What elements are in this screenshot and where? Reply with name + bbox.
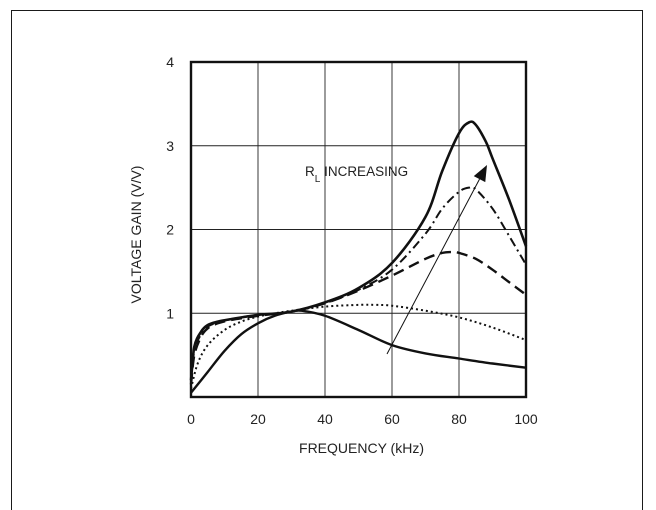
x-tick-label: 100 bbox=[514, 411, 538, 427]
annotation-subscript: L bbox=[315, 174, 321, 185]
annotation-r: R bbox=[305, 164, 315, 179]
series-line-solid-high bbox=[189, 120, 528, 381]
x-tick-label: 80 bbox=[451, 411, 467, 427]
x-tick-label: 40 bbox=[317, 411, 333, 427]
y-tick-label: 1 bbox=[166, 305, 174, 321]
y-axis-label: VOLTAGE GAIN (V/V) bbox=[128, 166, 144, 304]
x-tick-label: 0 bbox=[187, 411, 195, 427]
y-tick-label: 3 bbox=[166, 138, 174, 154]
figure-frame bbox=[11, 10, 643, 510]
rl-increasing-annotation: RL INCREASING bbox=[305, 164, 487, 355]
series-line-dash-dot bbox=[190, 185, 527, 383]
annotation-label: RL INCREASING bbox=[305, 164, 408, 185]
x-tick-label: 20 bbox=[250, 411, 266, 427]
series-line-dashed bbox=[189, 250, 527, 385]
y-tick-label: 4 bbox=[166, 54, 174, 70]
arrow-head-icon bbox=[473, 165, 487, 183]
plot-border bbox=[189, 60, 528, 399]
curves bbox=[189, 120, 528, 394]
y-tick-label: 2 bbox=[166, 222, 174, 238]
annotation-rest: INCREASING bbox=[320, 164, 408, 179]
increasing-arrow bbox=[386, 178, 480, 355]
y-tick-labels: 1 2 3 4 bbox=[166, 54, 174, 321]
x-axis-label: FREQUENCY (kHz) bbox=[299, 440, 424, 456]
x-tick-labels: 0 20 40 60 80 100 bbox=[187, 411, 538, 427]
x-tick-label: 60 bbox=[384, 411, 400, 427]
